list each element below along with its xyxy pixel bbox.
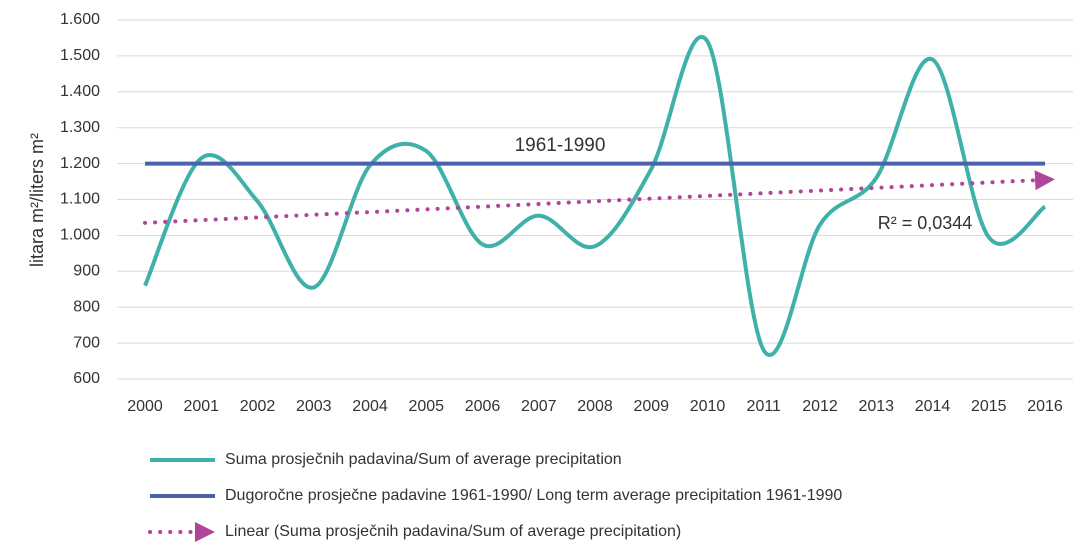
x-tick-label: 2008	[577, 398, 613, 415]
series-line	[143, 170, 1055, 225]
y-tick-label: 1.200	[60, 155, 100, 172]
y-tick-label: 700	[73, 334, 100, 351]
x-tick-label: 2016	[1027, 398, 1063, 415]
y-tick-label: 800	[73, 298, 100, 315]
x-tick-label: 2011	[747, 398, 782, 415]
x-tick-label: 2006	[465, 398, 501, 415]
x-tick-label: 2004	[352, 398, 388, 415]
x-tick-label: 2002	[240, 398, 276, 415]
y-tick-label: 1.400	[60, 83, 100, 100]
x-tick-label: 2007	[521, 398, 557, 415]
x-tick-label: 2005	[408, 398, 444, 415]
x-tick-label: 2001	[183, 398, 219, 415]
y-tick-label: 1.000	[60, 227, 100, 244]
x-tick-label: 2012	[802, 398, 838, 415]
legend-label: Dugoročne prosječne padavine 1961-1990/ …	[225, 487, 842, 504]
x-tick-label: 2015	[971, 398, 1007, 415]
series-line	[143, 35, 1047, 357]
y-tick-label: 900	[73, 263, 100, 280]
x-tick-label: 2014	[915, 398, 951, 415]
x-tick-label: 2013	[858, 398, 894, 415]
annotation: 1961-1990	[515, 135, 606, 156]
legend-label: Suma prosječnih padavina/Sum of average …	[225, 451, 622, 468]
x-tick-label: 2003	[296, 398, 332, 415]
legend-label: Linear (Suma prosječnih padavina/Sum of …	[225, 523, 681, 540]
y-tick-label: 1.100	[60, 191, 100, 208]
x-tick-label: 2000	[127, 398, 163, 415]
y-tick-label: 1.300	[60, 119, 100, 136]
y-axis-label: litara m²/liters m²	[27, 133, 47, 267]
x-tick-label: 2009	[633, 398, 669, 415]
x-tick-label: 2010	[690, 398, 726, 415]
y-tick-label: 600	[73, 370, 100, 387]
annotation: R² = 0,0344	[878, 213, 973, 233]
y-tick-label: 1.500	[60, 47, 100, 64]
y-tick-label: 1.600	[60, 11, 100, 28]
